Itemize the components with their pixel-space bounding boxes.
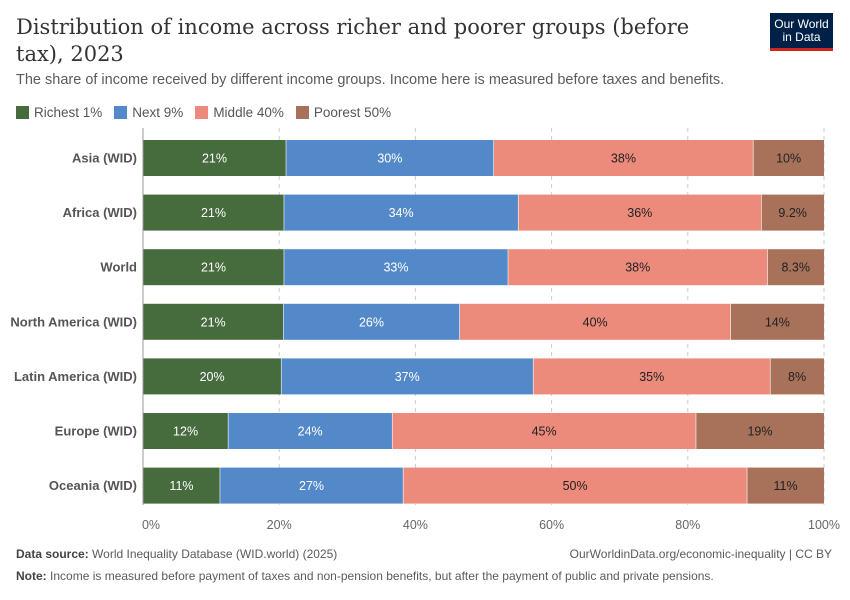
data-label: 21% bbox=[201, 315, 226, 329]
bar-segment bbox=[493, 140, 754, 176]
bar-segment bbox=[518, 194, 762, 231]
data-label: 45% bbox=[532, 425, 557, 439]
data-label: 35% bbox=[639, 370, 664, 384]
owid-logo[interactable]: Our World in Data bbox=[770, 13, 833, 51]
data-label: 50% bbox=[563, 479, 588, 493]
bar-segment bbox=[219, 467, 404, 504]
legend-swatch bbox=[195, 106, 209, 119]
bar-segment bbox=[143, 413, 229, 449]
data-label: 33% bbox=[383, 261, 408, 275]
category-label: Europe (WID) bbox=[55, 424, 137, 439]
data-label: 12% bbox=[173, 425, 198, 439]
bar-segment bbox=[533, 358, 771, 395]
data-label: 11% bbox=[773, 479, 797, 493]
url-text[interactable]: OurWorldinData.org/economic-inequality |… bbox=[569, 547, 832, 561]
data-label: 8.3% bbox=[781, 261, 810, 275]
data-label: 21% bbox=[201, 206, 226, 220]
x-tick-label: 60% bbox=[539, 518, 564, 532]
legend-label: Middle 40% bbox=[213, 105, 284, 120]
x-tick-label: 0% bbox=[142, 518, 160, 532]
bar-segment bbox=[392, 413, 696, 449]
data-label: 19% bbox=[747, 425, 772, 439]
data-label: 20% bbox=[200, 370, 225, 384]
data-label: 38% bbox=[625, 261, 650, 275]
chart-subtitle: The share of income received by differen… bbox=[16, 72, 725, 88]
bar-segment bbox=[283, 249, 509, 286]
data-label: 21% bbox=[201, 261, 226, 275]
bar-segment bbox=[730, 303, 824, 340]
bar-segment bbox=[508, 249, 768, 286]
legend-label: Next 9% bbox=[132, 105, 184, 120]
data-label: 40% bbox=[583, 315, 608, 329]
source-text[interactable]: World Inequality Database (WID.world) (2… bbox=[92, 547, 338, 561]
x-tick-label: 20% bbox=[267, 518, 292, 532]
data-label: 21% bbox=[202, 152, 227, 166]
bar-segment bbox=[459, 303, 731, 340]
note-text: Income is measured before payment of tax… bbox=[50, 569, 714, 583]
bar-segment bbox=[761, 194, 824, 231]
source-line: Data source: World Inequality Database (… bbox=[16, 547, 337, 561]
bar-segment bbox=[228, 413, 393, 449]
data-label: 9.2% bbox=[778, 206, 807, 220]
bar-segment bbox=[283, 303, 460, 340]
legend: Richest 1% Next 9% Middle 40% Poorest 50… bbox=[16, 105, 391, 120]
bar-segment bbox=[283, 194, 519, 231]
bar-segment bbox=[281, 358, 534, 395]
data-label: 34% bbox=[389, 206, 414, 220]
data-label: 30% bbox=[377, 152, 402, 166]
data-label: 36% bbox=[627, 206, 652, 220]
note-label: Note: bbox=[16, 569, 47, 583]
bar-segment bbox=[143, 194, 284, 231]
x-tick-label: 80% bbox=[675, 518, 700, 532]
legend-swatch bbox=[114, 106, 128, 119]
bar-segment bbox=[770, 358, 824, 395]
chart-title: Distribution of income across richer and… bbox=[16, 15, 690, 66]
category-label: Oceania (WID) bbox=[49, 478, 137, 493]
legend-label: Richest 1% bbox=[34, 105, 103, 120]
bar-segment bbox=[143, 140, 287, 176]
bar-segment bbox=[753, 140, 824, 176]
category-label: North America (WID) bbox=[10, 314, 137, 329]
data-label: 27% bbox=[299, 479, 324, 493]
bar-segment bbox=[747, 467, 824, 504]
bar-segment bbox=[143, 249, 284, 286]
note-line: Note: Income is measured before payment … bbox=[16, 569, 714, 583]
bar-segment bbox=[286, 140, 494, 176]
data-label: 8% bbox=[788, 370, 806, 384]
legend-swatch bbox=[16, 106, 29, 119]
bar-segment bbox=[143, 358, 282, 395]
data-label: 10% bbox=[776, 152, 801, 166]
bar-segment bbox=[767, 249, 824, 286]
legend-swatch bbox=[295, 106, 309, 119]
legend-item-poorest-50[interactable]: Poorest 50% bbox=[295, 105, 392, 120]
legend-item-richest-1[interactable]: Richest 1% bbox=[16, 105, 102, 120]
bar-segment bbox=[143, 467, 220, 504]
bar-segment bbox=[695, 413, 824, 449]
x-tick-label: 100% bbox=[808, 518, 840, 532]
data-label: 14% bbox=[765, 315, 790, 329]
category-label: Africa (WID) bbox=[63, 205, 137, 220]
legend-item-middle-40[interactable]: Middle 40% bbox=[195, 105, 284, 120]
bar-segment bbox=[143, 303, 284, 340]
data-label: 11% bbox=[169, 479, 193, 493]
data-label: 37% bbox=[395, 370, 420, 384]
data-label: 24% bbox=[298, 425, 323, 439]
category-label: World bbox=[100, 260, 137, 275]
data-label: 26% bbox=[359, 315, 384, 329]
category-label: Latin America (WID) bbox=[14, 369, 137, 384]
source-label: Data source: bbox=[16, 547, 89, 561]
category-label: Asia (WID) bbox=[72, 151, 137, 166]
legend-item-next-9[interactable]: Next 9% bbox=[114, 105, 183, 120]
data-label: 38% bbox=[611, 152, 636, 166]
x-tick-label: 40% bbox=[403, 518, 428, 532]
legend-label: Poorest 50% bbox=[313, 105, 392, 120]
bar-segment bbox=[403, 467, 748, 504]
